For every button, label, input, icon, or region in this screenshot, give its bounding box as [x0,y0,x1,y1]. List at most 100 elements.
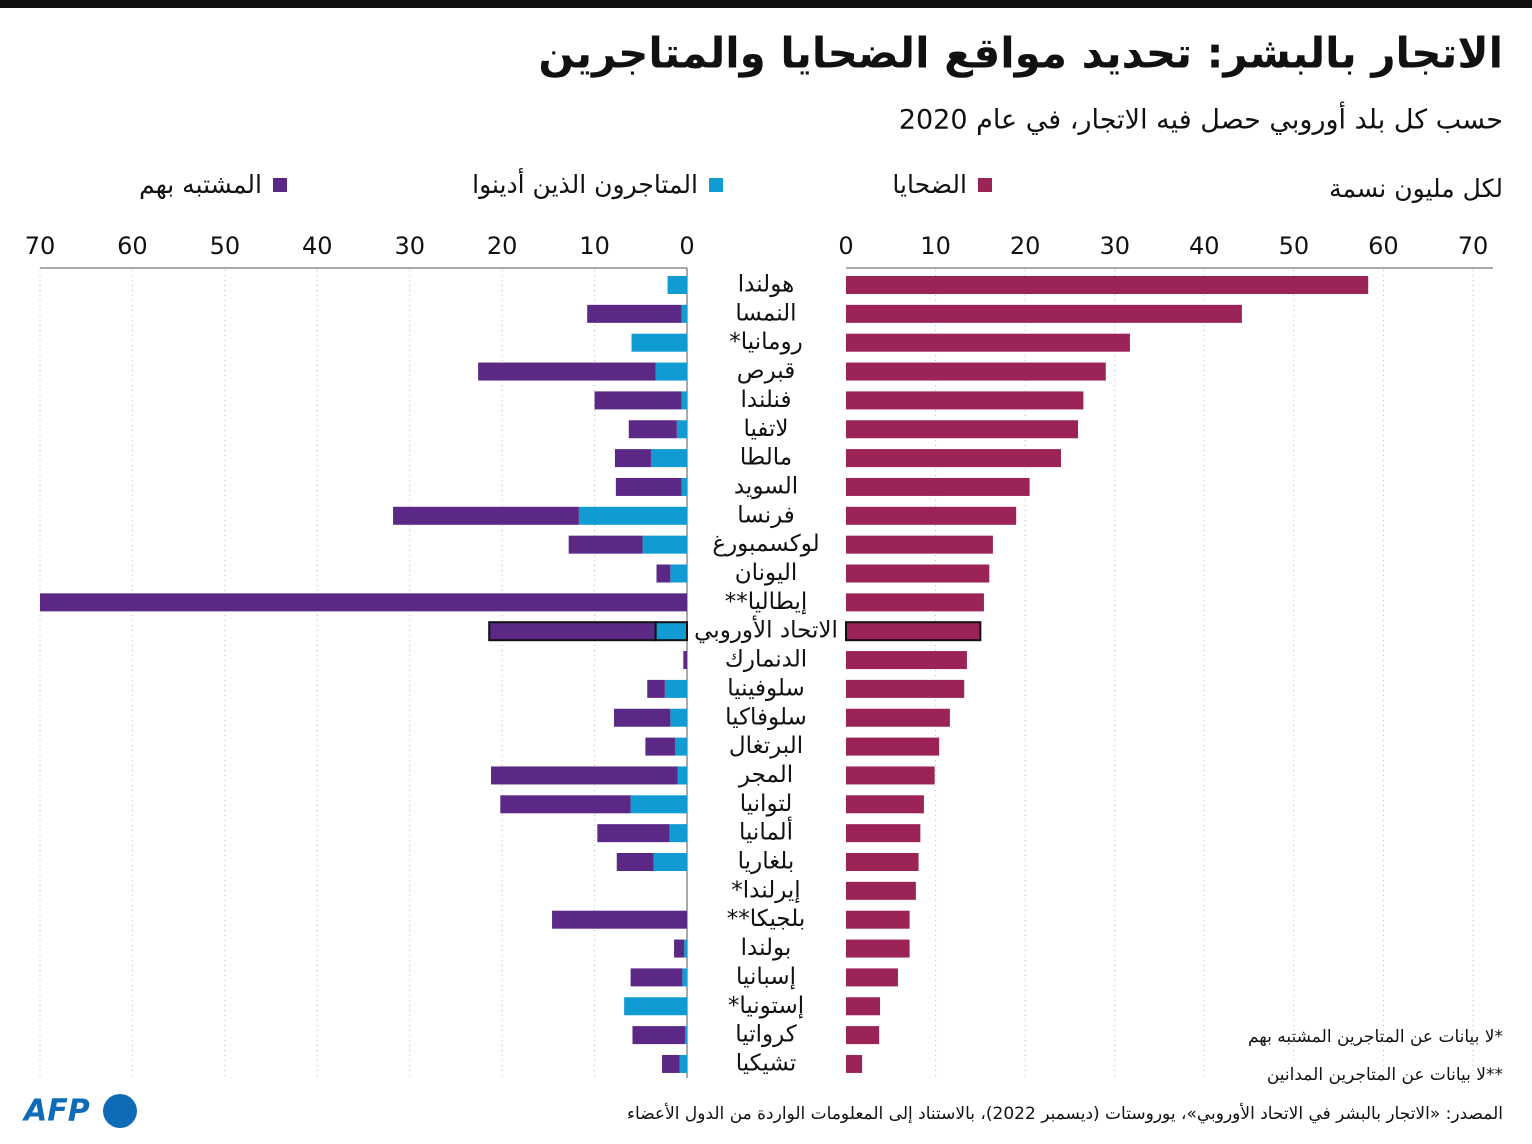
bar [655,362,687,381]
bar [677,766,687,785]
bar [632,1026,686,1045]
x-tick-label: 20 [1010,232,1041,260]
y-tick-label: فنلندا [741,387,792,413]
y-tick-label: اليونان [735,560,798,586]
y-tick-label: بولندا [741,935,792,961]
bar [846,391,1084,410]
bar [681,304,687,323]
bar [846,420,1078,439]
y-tick-label: هولندا [738,272,794,298]
bar [674,939,685,958]
legend-label: المتاجرون الذين أدينوا [472,167,698,200]
bar [552,910,687,929]
bar [846,564,990,583]
y-tick-label: إسبانيا [736,964,796,990]
bar [578,506,687,525]
legend-swatch [273,178,287,192]
x-tick-label: 0 [838,232,853,260]
y-tick-label: تشيكيا [736,1050,797,1076]
y-tick-label: رومانيا* [729,329,802,355]
footnote: **لا بيانات عن المتاجرين المدانين [1267,1065,1503,1085]
y-tick-label: إيرلندا* [731,877,800,903]
x-tick-label: 10 [579,232,610,260]
y-tick-label: السويد [734,473,798,499]
bar [846,708,950,727]
y-tick-label: إيطاليا** [725,589,808,615]
y-tick-label: لوكسمبورغ [712,531,819,557]
footnote: *لا بيانات عن المتاجرين المشتبه بهم [1248,1027,1503,1047]
bar [846,737,940,756]
bar [631,333,687,352]
bar [491,766,678,785]
bar [616,853,654,871]
y-tick-label: مالطا [740,445,792,471]
bar [846,824,921,843]
bar [846,910,910,929]
bar [683,651,687,670]
bar [630,968,683,987]
bar [587,304,682,323]
x-tick-label: 10 [920,232,951,260]
bar [846,535,993,554]
bar [647,679,665,698]
bar [681,477,687,496]
y-tick-label: كرواتيا [735,1022,797,1048]
chart-subtitle: حسب كل بلد أوروبي حصل فيه الاتجار، في عا… [899,101,1503,136]
bar [846,276,1369,294]
bar [846,593,984,612]
bar [846,939,910,958]
bar [662,1054,680,1073]
logo-circle [103,1094,137,1128]
bar [846,853,919,871]
legend-label: الضحايا [892,170,967,199]
bar [846,477,1030,496]
bar [846,795,924,814]
x-tick-label: 30 [394,232,425,260]
bar [645,737,675,756]
bar [500,795,631,814]
bar [597,824,670,843]
y-tick-label: لاتفيا [743,416,788,442]
bar [846,997,881,1016]
bar [628,420,677,439]
bar [846,881,916,900]
y-tick-label: فرنسا [737,502,795,528]
x-tick-label: 40 [302,232,333,260]
bar [846,968,898,987]
x-tick-label: 50 [210,232,241,260]
bar [630,795,687,814]
source: المصدر: «الاتجار بالبشر في الاتحاد الأور… [627,1103,1503,1124]
bar [667,276,687,294]
bar [642,535,687,554]
bar [684,939,687,958]
y-tick-label: بلجيكا** [727,906,806,932]
x-tick-label: 50 [1279,232,1310,260]
bar [846,679,965,698]
bar [846,1026,880,1045]
bar [846,651,967,670]
logo: AFP [22,1094,90,1129]
x-tick-label: 40 [1189,232,1220,260]
bar [654,621,688,642]
y-tick-label: الاتحاد الأوروبي [694,616,838,644]
bar [615,477,682,496]
y-tick-label: لتوانيا [740,791,793,817]
y-tick-label: ألمانيا [739,817,793,846]
bar [685,1026,687,1045]
bar [846,304,1242,323]
bar [650,449,687,468]
bar [670,708,687,727]
y-tick-label: المجر [738,762,793,788]
y-tick-label: سلوفينيا [727,675,805,701]
bar [653,853,687,871]
y-tick-label: إستونيا* [728,993,804,1019]
y-tick-label: قبرص [737,358,795,384]
bar [614,449,651,468]
bar [846,1054,863,1073]
bar [669,824,687,843]
bar [594,391,682,410]
top-rule [0,0,1532,8]
bar [478,362,656,381]
x-tick-label: 60 [1368,232,1399,260]
